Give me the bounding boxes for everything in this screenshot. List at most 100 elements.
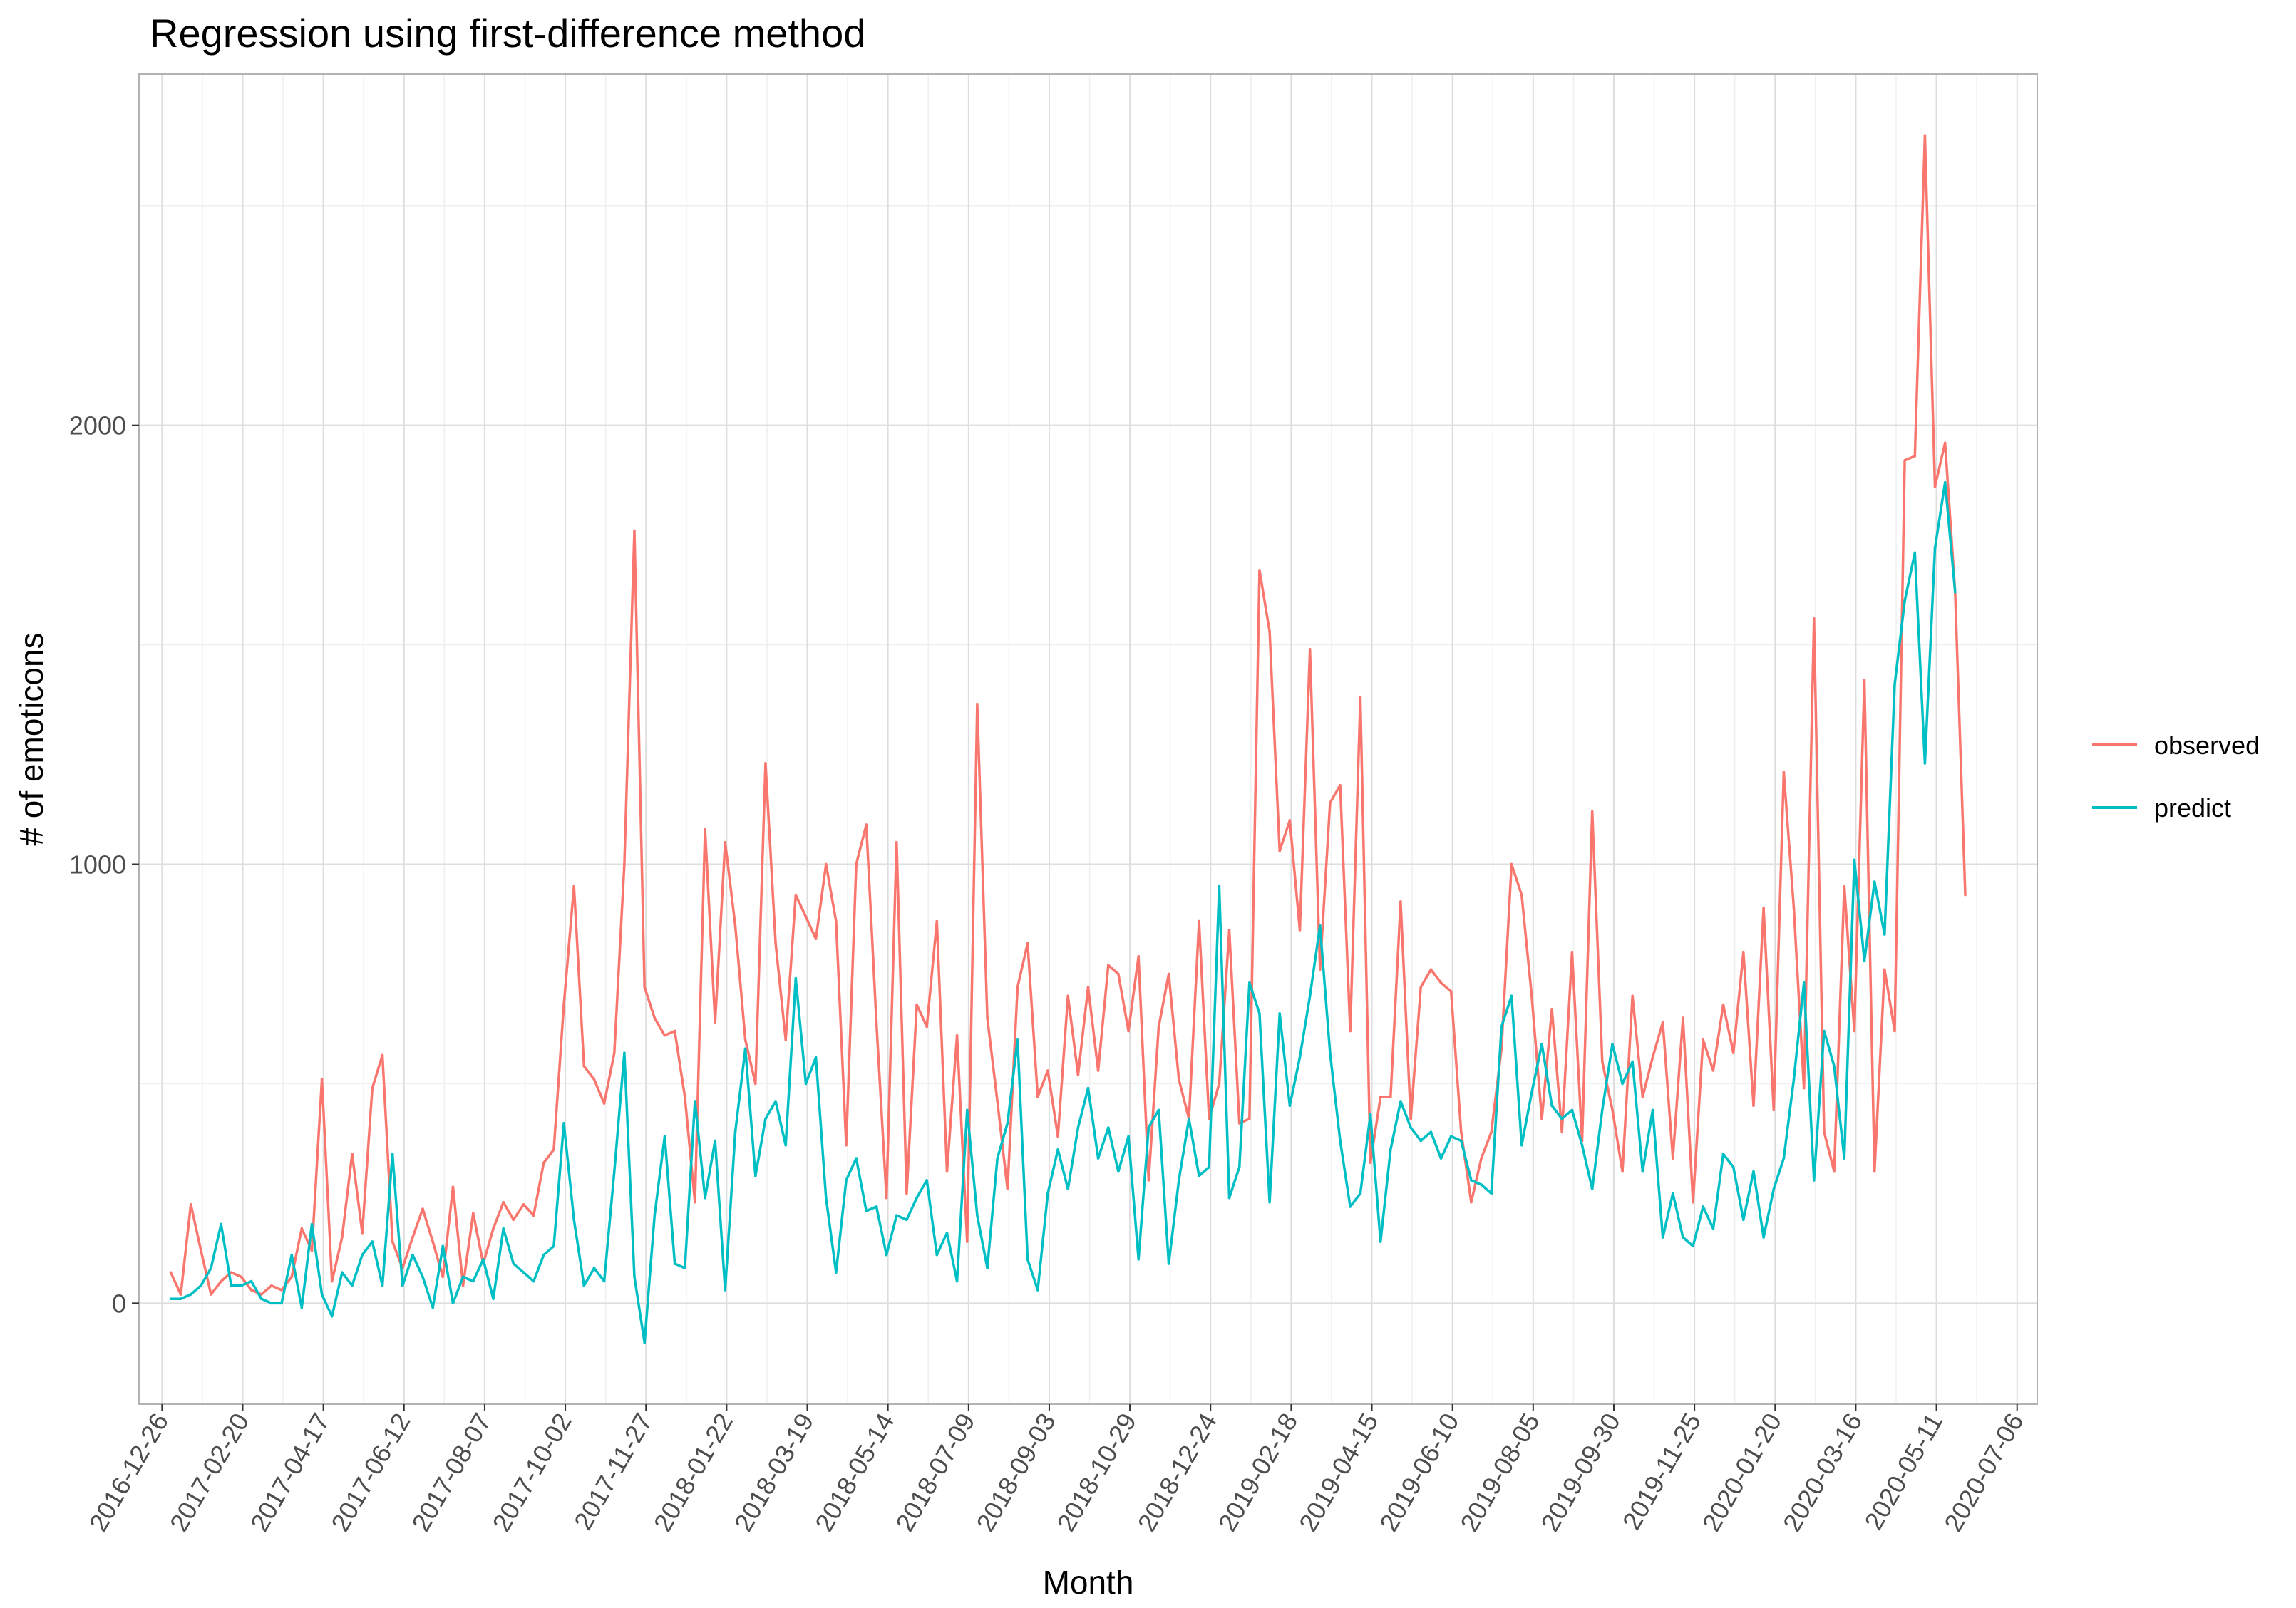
data-point-predict <box>1611 1043 1614 1046</box>
data-point-observed <box>704 828 706 830</box>
data-point-observed <box>169 1271 173 1274</box>
data-point-observed <box>643 986 646 989</box>
data-point-observed <box>1802 1086 1806 1090</box>
data-point-observed <box>1096 1069 1100 1072</box>
data-point-predict <box>1066 1187 1069 1190</box>
data-point-observed <box>411 1236 414 1239</box>
data-point-predict <box>1389 1148 1392 1151</box>
data-point-predict <box>835 1271 838 1274</box>
data-point-predict <box>1772 1187 1776 1190</box>
data-point-observed <box>1762 907 1765 909</box>
data-point-observed <box>1107 964 1110 967</box>
data-point-predict <box>754 1175 757 1177</box>
data-point-predict <box>522 1271 525 1274</box>
data-point-observed <box>945 1170 949 1173</box>
data-point-observed <box>572 885 575 888</box>
data-point-predict <box>1762 1236 1765 1239</box>
data-point-observed <box>1752 1104 1755 1107</box>
data-point-predict <box>1731 1165 1735 1169</box>
data-point-observed <box>472 1212 475 1215</box>
data-point-predict <box>280 1302 283 1305</box>
data-point-predict <box>1873 880 1876 883</box>
data-point-observed <box>249 1289 253 1292</box>
data-point-predict <box>1913 551 1917 555</box>
data-point-predict <box>1580 1143 1584 1147</box>
data-point-observed <box>1923 134 1927 137</box>
data-point-observed <box>1449 990 1453 993</box>
data-point-predict <box>1036 1289 1039 1292</box>
legend: observed predict <box>2092 731 2260 823</box>
data-point-predict <box>945 1232 949 1235</box>
data-point-predict <box>1560 1117 1563 1120</box>
y-tick-label: 1000 <box>69 850 126 880</box>
data-point-predict <box>684 1267 686 1269</box>
x-tick-label: 2018-12-24 <box>1132 1408 1223 1537</box>
y-tick-label: 2000 <box>69 411 126 440</box>
data-point-predict <box>774 1100 777 1103</box>
data-point-observed <box>1621 1170 1624 1173</box>
data-point-observed <box>1016 986 1019 989</box>
data-point-predict <box>1641 1170 1644 1173</box>
x-tick-label: 2019-02-18 <box>1213 1408 1304 1537</box>
x-tick-label: 2017-06-12 <box>325 1408 416 1537</box>
data-point-predict <box>1823 1029 1826 1033</box>
data-point-observed <box>1813 617 1816 620</box>
data-point-observed <box>1853 1029 1856 1033</box>
data-point-observed <box>955 1034 959 1037</box>
data-point-predict <box>1923 762 1927 765</box>
data-point-predict <box>512 1262 515 1265</box>
data-point-observed <box>1933 485 1937 488</box>
data-point-predict <box>915 1196 918 1200</box>
data-point-predict <box>1107 1126 1110 1129</box>
data-point-predict <box>1893 683 1896 686</box>
data-point-predict <box>1147 1126 1150 1129</box>
data-point-predict <box>1056 1148 1059 1151</box>
data-point-predict <box>1692 1244 1694 1248</box>
data-point-observed <box>804 915 808 919</box>
data-point-predict <box>814 1056 818 1059</box>
data-point-predict <box>1439 1157 1443 1160</box>
data-point-observed <box>794 893 798 897</box>
data-point-observed <box>684 1096 686 1098</box>
series-line-observed <box>169 134 1967 1296</box>
data-point-predict <box>189 1293 192 1296</box>
data-point-predict <box>1218 885 1221 888</box>
data-point-predict <box>1520 1143 1523 1147</box>
data-point-predict <box>1359 1192 1362 1195</box>
data-point-predict <box>855 1157 858 1160</box>
data-point-predict <box>714 1139 716 1143</box>
data-point-predict <box>925 1179 928 1182</box>
data-point-observed <box>1611 1108 1614 1112</box>
data-point-predict <box>230 1284 233 1287</box>
data-point-predict <box>1621 1082 1624 1086</box>
data-point-observed <box>1863 679 1866 681</box>
data-point-predict <box>1601 1108 1604 1112</box>
data-point-observed <box>300 1227 304 1230</box>
data-point-observed <box>270 1284 273 1287</box>
data-point-predict <box>572 1218 575 1222</box>
data-point-observed <box>1833 1170 1836 1173</box>
data-point-predict <box>1399 1100 1402 1103</box>
data-point-observed <box>1218 1082 1221 1086</box>
data-point-observed <box>320 1078 324 1081</box>
data-point-observed <box>1731 1051 1735 1055</box>
data-point-predict <box>704 1196 706 1200</box>
data-point-observed <box>1702 1038 1704 1041</box>
data-point-observed <box>200 1249 202 1252</box>
data-point-predict <box>1449 1135 1453 1138</box>
data-point-observed <box>1570 950 1574 954</box>
data-point-observed <box>1258 569 1261 572</box>
data-point-predict <box>1480 1183 1483 1186</box>
data-point-predict <box>472 1279 475 1283</box>
data-point-predict <box>663 1135 666 1138</box>
data-point-predict <box>1853 858 1856 862</box>
data-point-predict <box>895 1214 898 1217</box>
data-point-observed <box>391 1240 394 1243</box>
data-point-observed <box>875 1021 878 1024</box>
data-point-predict <box>1227 1196 1231 1200</box>
data-point-predict <box>1782 1157 1786 1160</box>
data-point-predict <box>1883 933 1886 936</box>
data-point-observed <box>1883 968 1886 972</box>
series-lines <box>169 134 1967 1344</box>
data-point-observed <box>1742 950 1745 954</box>
